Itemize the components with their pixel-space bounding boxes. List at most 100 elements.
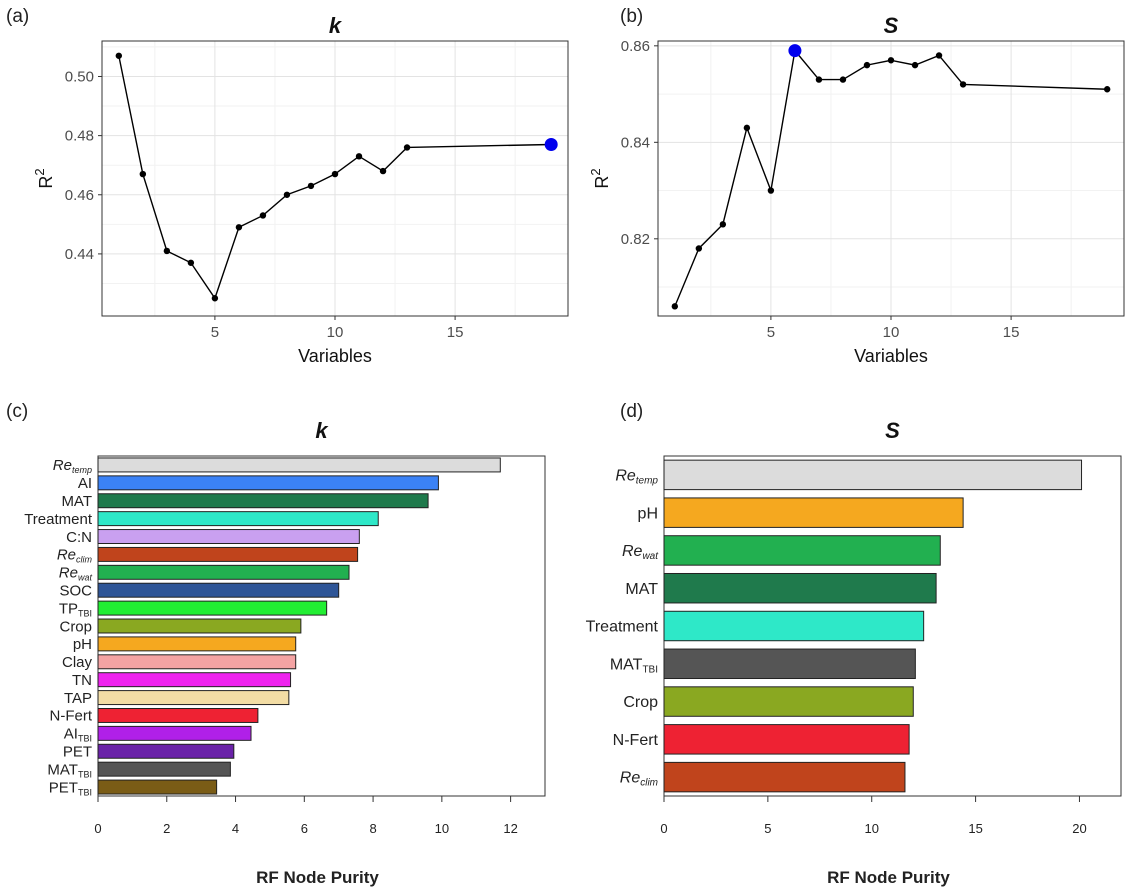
bar: [663, 572, 937, 604]
x-tick-label: 2: [163, 821, 170, 836]
bar: [663, 648, 916, 680]
category-label: Reclim: [620, 770, 658, 789]
data-point: [307, 182, 315, 190]
category-label-base: MAT: [610, 656, 643, 673]
data-point: [115, 52, 123, 59]
bar: [97, 457, 501, 473]
category-label-base: MAT: [625, 581, 658, 598]
y-axis-label-sup: 2: [588, 168, 603, 175]
data-point: [235, 224, 243, 231]
highlight-point: [544, 137, 558, 151]
category-label: PETTBI: [49, 779, 92, 797]
x-tick-label: 20: [1072, 821, 1086, 836]
category-label-base: AI: [78, 475, 92, 492]
category-label: N-Fert: [613, 732, 659, 749]
bar: [97, 690, 290, 706]
plot-frame: [101, 40, 569, 317]
data-point: [935, 52, 943, 59]
data-point: [743, 124, 751, 132]
bar: [97, 636, 297, 652]
panel-label: (a): [6, 6, 29, 27]
category-label: MAT: [625, 581, 658, 598]
category-label-sub: temp: [636, 475, 659, 486]
category-label-base: MAT: [61, 493, 92, 510]
category-label: Treatment: [586, 619, 659, 636]
category-label: MATTBI: [47, 761, 92, 779]
category-label: Crop: [59, 618, 92, 635]
y-tick-label: 0.86: [621, 38, 650, 55]
y-axis-label: R2: [32, 168, 56, 188]
x-tick-label: 10: [864, 821, 878, 836]
chart-title: S: [884, 13, 899, 38]
category-label-base: PET: [63, 744, 92, 761]
category-label-base: pH: [73, 636, 92, 653]
bar: [97, 600, 328, 616]
data-point: [839, 76, 847, 83]
category-label-sub: temp: [72, 465, 92, 475]
category-label: Crop: [623, 694, 658, 711]
x-tick-label: 10: [435, 821, 449, 836]
data-point: [767, 187, 775, 194]
category-label-sub: wat: [78, 573, 93, 583]
bar: [663, 535, 941, 566]
x-tick-label: 0: [660, 821, 667, 836]
x-tick-label: 5: [211, 324, 219, 341]
category-label-sub: wat: [642, 551, 659, 562]
data-point: [211, 295, 219, 302]
x-axis-label: Variables: [854, 346, 928, 366]
y-axis-label-base: R: [36, 176, 56, 189]
y-axis-label-base: R: [592, 176, 612, 189]
panel-label: (b): [620, 6, 643, 27]
chart-title: k: [315, 418, 329, 443]
y-tick-label: 0.82: [621, 231, 650, 248]
x-tick-label: 4: [232, 821, 239, 836]
bar: [663, 686, 914, 717]
y-tick-label: 0.84: [621, 134, 650, 151]
chart-title: k: [329, 13, 343, 38]
bar-panel-c: (c)kRetempAIMATTreatmentC:NReclimRewatSO…: [6, 401, 546, 887]
category-label-base: MAT: [47, 761, 78, 778]
category-label-sub: TBI: [78, 769, 92, 779]
data-point: [403, 144, 411, 151]
y-tick-label: 0.44: [65, 246, 94, 263]
bar: [97, 582, 340, 598]
bar: [97, 618, 302, 634]
category-label: N-Fert: [50, 708, 93, 725]
series-line: [118, 55, 552, 300]
y-axis-label-sup: 2: [32, 168, 47, 175]
category-label: pH: [73, 636, 92, 653]
category-label-base: Crop: [623, 694, 658, 711]
data-point: [719, 221, 727, 228]
category-label-base: Re: [615, 467, 636, 484]
x-axis-label: RF Node Purity: [827, 868, 950, 887]
category-label-base: Treatment: [24, 511, 93, 528]
data-point: [863, 61, 871, 69]
category-label-base: Clay: [62, 654, 93, 671]
y-tick-label: 0.50: [65, 68, 94, 85]
x-tick-label: 12: [503, 821, 517, 836]
x-tick-label: 15: [968, 821, 982, 836]
category-label: MATTBI: [610, 656, 658, 675]
highlight-point: [788, 44, 802, 58]
category-label-base: Re: [57, 547, 76, 564]
x-tick-label: 15: [1003, 324, 1020, 341]
category-label-base: C:N: [66, 529, 92, 546]
bar: [97, 546, 359, 562]
bar-panel-d: (d)SRetemppHRewatMATTreatmentMATTBICropN…: [586, 401, 1122, 887]
data-point: [331, 170, 339, 178]
bar: [97, 743, 235, 759]
category-label: Rewat: [622, 543, 659, 562]
bar: [663, 497, 964, 528]
category-label: Rewat: [59, 565, 93, 583]
data-point: [671, 303, 679, 310]
category-label: PET: [63, 744, 92, 761]
x-tick-label: 5: [764, 821, 771, 836]
y-axis-label: R2: [588, 168, 612, 188]
category-label-sub: TBI: [78, 787, 92, 797]
category-label-base: AI: [64, 726, 78, 743]
category-label-base: TAP: [64, 690, 92, 707]
x-tick-label: 5: [767, 324, 775, 341]
bar: [97, 654, 297, 670]
data-point: [1103, 86, 1111, 93]
